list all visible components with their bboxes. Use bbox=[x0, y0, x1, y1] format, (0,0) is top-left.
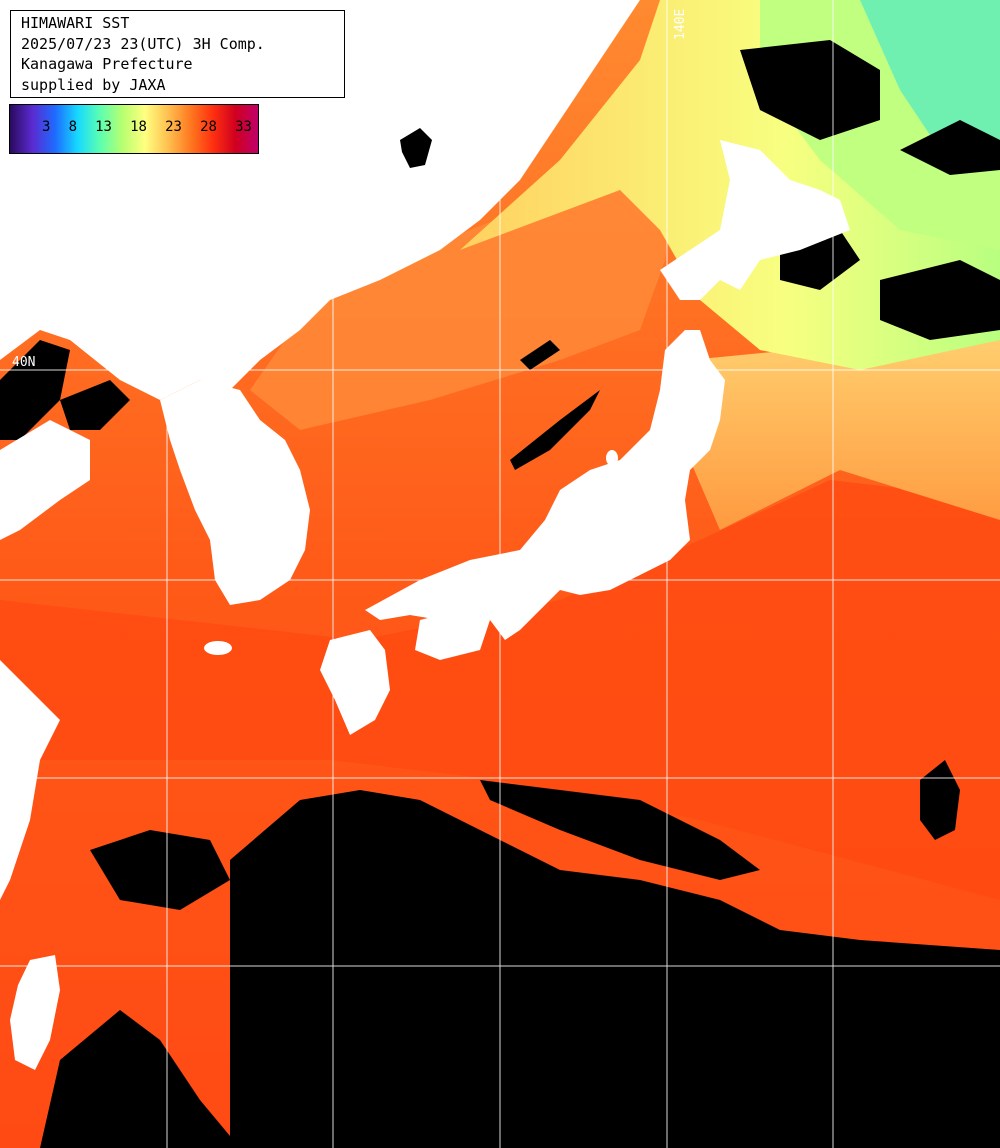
land-sado bbox=[606, 450, 618, 466]
lat-label-30n: 30N bbox=[12, 763, 35, 778]
cloud-kyushu-south bbox=[90, 830, 230, 910]
land-mainland-north bbox=[0, 0, 640, 400]
legend-tick: 28 bbox=[200, 119, 217, 135]
color-scale-legend: 3 8 13 18 23 28 33 bbox=[9, 104, 259, 154]
land-hokkaido bbox=[660, 140, 850, 300]
cloud-band-east bbox=[480, 780, 760, 880]
legend-tick: 33 bbox=[235, 119, 252, 135]
lat-label-40n: 40N bbox=[12, 355, 35, 370]
title-box: HIMAWARI SST 2025/07/23 23(UTC) 3H Comp.… bbox=[10, 10, 345, 98]
legend-gradient bbox=[10, 105, 258, 153]
cloud-sea-japan-2 bbox=[520, 340, 560, 370]
land-china-east bbox=[0, 660, 60, 900]
cloud-north-1 bbox=[740, 40, 880, 140]
cloud-north-3 bbox=[880, 260, 1000, 340]
timestamp: 2025/07/23 23(UTC) 3H Comp. bbox=[21, 34, 265, 53]
sea-japan-mild bbox=[250, 150, 680, 430]
land-shikoku bbox=[415, 610, 490, 660]
lon-label-140e: 140E bbox=[673, 9, 688, 40]
land-small-island-north bbox=[400, 128, 432, 168]
cloud-south bbox=[230, 790, 1000, 1148]
prefecture-label: Kanagawa Prefecture bbox=[21, 55, 193, 73]
cloud-small-pacific bbox=[920, 760, 960, 840]
land-korea bbox=[160, 380, 310, 605]
cloud-southwest bbox=[40, 1010, 240, 1148]
legend-tick: 13 bbox=[95, 119, 112, 135]
cloud-korea-east bbox=[0, 340, 70, 440]
product-title: HIMAWARI SST bbox=[21, 14, 130, 32]
east-mild-water bbox=[690, 330, 1000, 530]
legend-tick: 8 bbox=[68, 119, 77, 135]
land-taiwan bbox=[10, 955, 60, 1070]
supplier-label: supplied by JAXA bbox=[21, 75, 166, 94]
legend-tick: 3 bbox=[42, 119, 51, 135]
legend-labels: 3 8 13 18 23 28 33 bbox=[10, 119, 258, 135]
legend-tick: 23 bbox=[165, 119, 182, 135]
legend-tick: 18 bbox=[130, 119, 147, 135]
land-jeju bbox=[204, 641, 232, 655]
land-mainland-west bbox=[0, 420, 90, 540]
cloud-north-4 bbox=[900, 120, 1000, 175]
cloud-sea-japan-1 bbox=[510, 390, 600, 470]
land-kyushu bbox=[320, 630, 390, 735]
cloud-china-coast bbox=[60, 380, 130, 430]
land-honshu bbox=[365, 330, 725, 640]
